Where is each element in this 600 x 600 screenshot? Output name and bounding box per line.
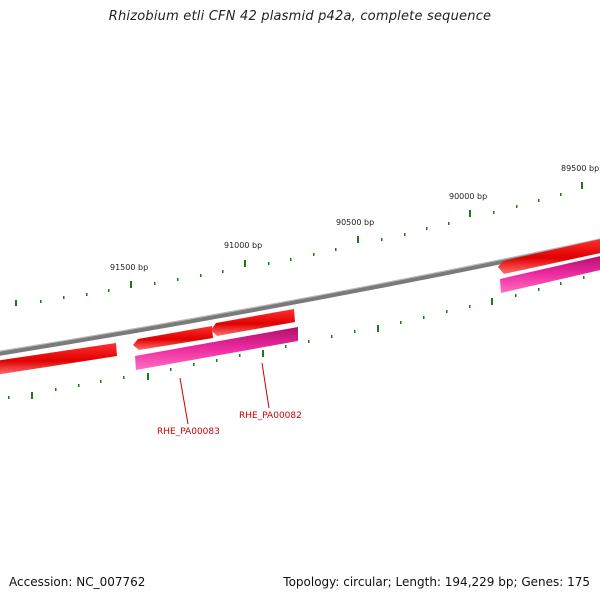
gene-label-rhe-pa00082[interactable]: RHE_PA00082 [239,411,302,421]
gene-arrow-right-edge[interactable] [498,238,600,274]
tick-label-90500: 90500 bp [336,218,374,227]
cds-feature-center[interactable] [135,327,298,370]
callout-line-rhe-pa00082 [261,362,270,409]
callout-line-rhe-pa00083 [179,377,189,425]
gene-arrow-rhe-pa00082[interactable] [211,309,295,336]
accession-text: Accession: NC_007762 [9,575,146,589]
inner-tick-row [8,276,585,399]
tick-label-91000: 91000 bp [224,241,262,250]
backbone-highlight [0,238,600,352]
tick-label-89500: 89500 bp [561,164,599,173]
gene-arrow-left-edge[interactable] [0,343,117,375]
gene-arrow-rhe-pa00083[interactable] [133,326,213,350]
plasmid-backbone [0,238,600,356]
cds-feature-right[interactable] [500,255,600,293]
tick-label-91500: 91500 bp [110,263,148,272]
summary-text: Topology: circular; Length: 194,229 bp; … [283,575,590,589]
outer-tick-row [15,182,583,306]
gene-label-rhe-pa00083[interactable]: RHE_PA00083 [157,427,220,437]
tick-label-90000: 90000 bp [449,192,487,201]
map-title: Rhizobium etli CFN 42 plasmid p42a, comp… [108,9,492,24]
